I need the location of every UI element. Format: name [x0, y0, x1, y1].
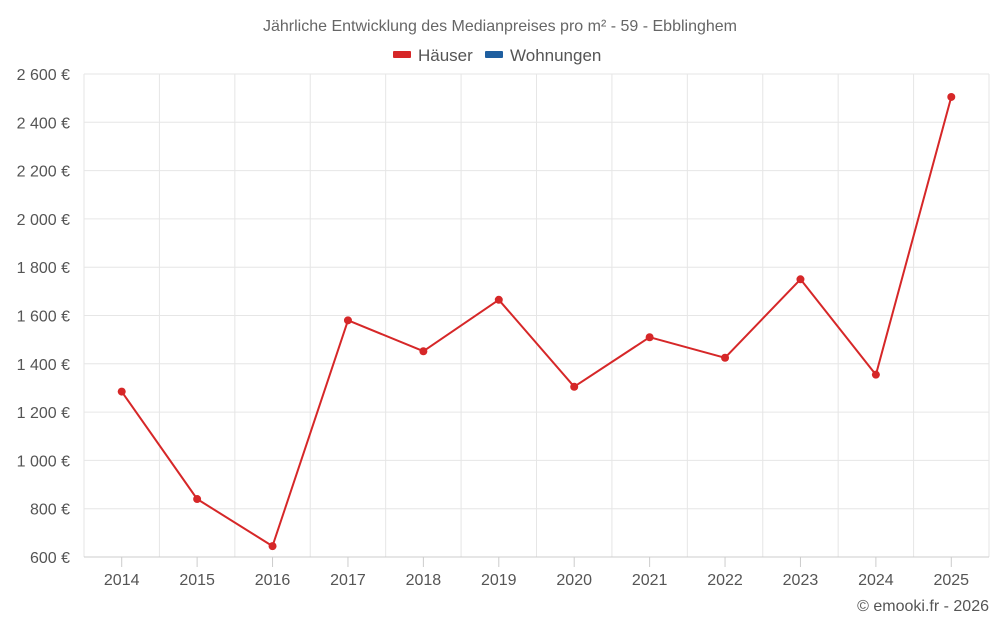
legend-item-haeuser[interactable]: Häuser: [393, 46, 473, 65]
x-tick-label: 2020: [556, 572, 592, 589]
data-point[interactable]: [494, 295, 503, 304]
data-point[interactable]: [721, 353, 730, 362]
y-tick-label: 1 800 €: [17, 260, 70, 277]
data-point[interactable]: [947, 92, 956, 101]
y-tick-label: 1 600 €: [17, 309, 70, 326]
y-tick-label: 2 400 €: [17, 115, 70, 132]
x-tick-label: 2025: [933, 572, 969, 589]
x-tick-label: 2024: [858, 572, 894, 589]
data-point[interactable]: [419, 347, 428, 356]
axes: 600 € 800 € 1 000 € 1 200 € 1 400 € 1 600 € 1 …: [17, 67, 989, 589]
data-point[interactable]: [193, 495, 202, 504]
y-tick-label: 800 €: [30, 502, 70, 519]
x-tick-label: 2023: [783, 572, 819, 589]
legend-swatch-haeuser: [393, 51, 411, 58]
legend-swatch-wohnungen: [485, 51, 503, 58]
legend: Häuser Wohnungen: [393, 46, 601, 65]
data-point[interactable]: [570, 382, 579, 391]
y-tick-label: 600 €: [30, 550, 70, 567]
chart-title: Jährliche Entwicklung des Medianpreises …: [263, 18, 737, 35]
data-point[interactable]: [645, 333, 654, 342]
data-point[interactable]: [796, 275, 805, 284]
x-tick-label: 2017: [330, 572, 366, 589]
y-tick-label: 2 600 €: [17, 67, 70, 84]
y-tick-label: 1 200 €: [17, 405, 70, 422]
data-point[interactable]: [117, 387, 126, 396]
y-tick-label: 2 200 €: [17, 164, 70, 181]
x-tick-label: 2019: [481, 572, 517, 589]
credit-text: © emooki.fr - 2026: [857, 598, 989, 615]
y-tick-label: 1 000 €: [17, 453, 70, 470]
series-haeuser: [117, 92, 956, 551]
x-tick-label: 2014: [104, 572, 140, 589]
data-point[interactable]: [268, 542, 277, 551]
x-tick-label: 2018: [406, 572, 442, 589]
legend-label-haeuser: Häuser: [418, 46, 473, 65]
legend-item-wohnungen[interactable]: Wohnungen: [485, 46, 601, 65]
y-tick-label: 2 000 €: [17, 212, 70, 229]
y-tick-label: 1 400 €: [17, 357, 70, 374]
data-point[interactable]: [343, 316, 352, 325]
x-tick-label: 2016: [255, 572, 291, 589]
grid: [83, 73, 990, 557]
data-point[interactable]: [871, 370, 880, 379]
x-tick-label: 2015: [179, 572, 215, 589]
legend-label-wohnungen: Wohnungen: [510, 46, 601, 65]
x-tick-label: 2022: [707, 572, 743, 589]
x-tick-label: 2021: [632, 572, 668, 589]
series-line: [120, 96, 953, 548]
